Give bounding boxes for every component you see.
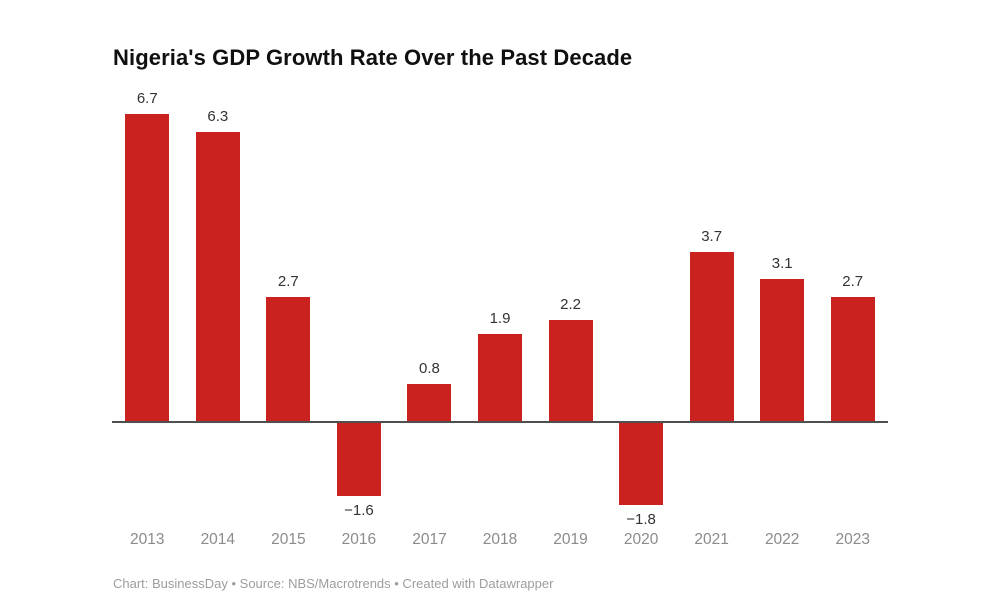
bar-group-2021: 3.7 2021 [676,90,747,562]
bar-2014 [195,132,240,421]
x-tick-2014: 2014 [200,531,236,548]
value-label-2018: 1.9 [489,309,511,327]
bar-2020 [619,423,664,506]
x-tick-2020: 2020 [623,531,659,548]
bar-2019 [548,320,593,421]
bar-2021 [689,251,734,421]
value-label-2022: 3.1 [771,255,793,273]
value-label-2017: 0.8 [419,360,440,378]
chart-title: Nigeria's GDP Growth Rate Over the Past … [113,45,633,70]
bar-2013 [125,114,170,421]
attribution-text: Chart: BusinessDay • Source: NBS/Macrotr… [113,576,554,591]
bar-group-2019: 2.2 2019 [535,90,606,562]
bar-2022 [760,279,805,421]
x-tick-2013: 2013 [130,531,165,548]
x-tick-2018: 2018 [482,531,518,548]
value-label-2020: −1.8 [626,511,656,529]
bar-2017 [407,384,452,421]
x-tick-2022: 2022 [764,531,800,548]
x-tick-2021: 2021 [694,531,729,548]
value-label-2014: 6.3 [207,108,229,126]
value-label-2016: −1.6 [344,502,374,520]
x-tick-2016: 2016 [341,531,377,548]
bar-2023 [830,297,875,421]
bar-group-2014: 6.3 2014 [183,90,254,562]
bar-group-2013: 6.7 2013 [112,90,183,562]
bar-group-2023: 2.7 2023 [817,90,888,562]
x-tick-2017: 2017 [412,531,447,548]
bar-2016 [336,423,381,497]
bar-group-2016: −1.6 2016 [324,90,395,562]
value-label-2023: 2.7 [842,273,864,291]
bar-group-2015: 2.7 2015 [253,90,324,562]
zero-baseline [112,421,888,423]
value-label-2021: 3.7 [701,227,723,245]
value-label-2019: 2.2 [560,296,581,314]
x-tick-2019: 2019 [553,531,588,548]
bar-2018 [478,333,522,421]
bar-group-2020: −1.8 2020 [606,90,677,562]
x-tick-2015: 2015 [271,531,306,548]
bar-group-2022: 3.1 2022 [747,90,818,562]
value-label-2013: 6.7 [136,90,158,108]
value-label-2015: 2.7 [277,273,299,291]
bar-group-2017: 0.8 2017 [394,90,465,562]
bar-group-2018: 1.9 2018 [465,90,536,562]
bar-chart: 6.7 2013 6.3 2014 2.7 2015 −1.6 2016 0.8 2017 1.9 2… [112,90,888,562]
bar-2015 [266,297,311,421]
x-tick-2023: 2023 [835,531,870,548]
